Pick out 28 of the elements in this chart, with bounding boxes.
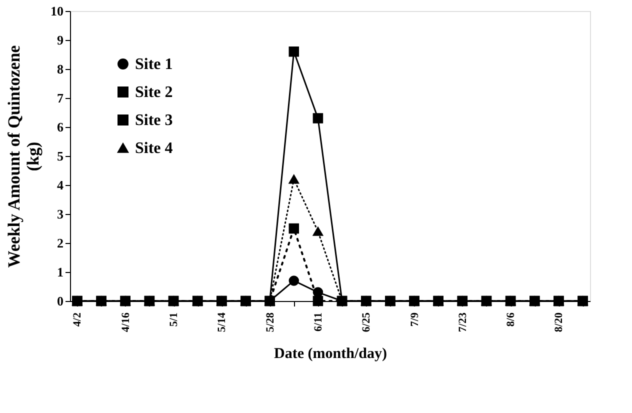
x-tick-label: 7/23 bbox=[456, 312, 469, 332]
x-tick-label: 5/28 bbox=[264, 312, 276, 332]
y-axis-title: Weekly Amount of Quintozene (kg) bbox=[4, 44, 42, 268]
x-tick-label: 6/25 bbox=[360, 312, 373, 332]
x-tick-label: 4/16 bbox=[120, 312, 132, 332]
y-tick-label: 1 bbox=[57, 264, 64, 280]
y-tick-label: 4 bbox=[57, 178, 64, 192]
x-tick-label: 6/11 bbox=[312, 312, 324, 332]
x-tick-label: 4/2 bbox=[72, 312, 84, 327]
y-tick-label: 6 bbox=[57, 120, 64, 134]
y-tick-label: 5 bbox=[57, 148, 64, 164]
legend-label: Site 3 bbox=[135, 112, 173, 129]
x-tick-label: 8/6 bbox=[505, 312, 518, 327]
legend-label: Site 2 bbox=[135, 84, 173, 101]
x-tick-label: 5/1 bbox=[168, 312, 180, 327]
x-tick-label: 5/14 bbox=[216, 312, 228, 332]
y-tick-label: 0 bbox=[57, 294, 64, 308]
y-tick-label: 9 bbox=[57, 32, 64, 48]
y-tick-label: 2 bbox=[57, 236, 64, 250]
legend-label: Site 1 bbox=[135, 56, 173, 73]
x-tick-label: 7/9 bbox=[408, 312, 421, 327]
x-tick-label: 8/20 bbox=[553, 312, 566, 332]
y-tick-label: 8 bbox=[57, 62, 64, 76]
y-tick-label: 7 bbox=[57, 90, 64, 106]
x-axis-title: Date (month/day) bbox=[274, 346, 387, 362]
y-tick-label: 10 bbox=[50, 4, 64, 18]
legend-label: Site 4 bbox=[135, 140, 173, 157]
y-tick-label: 3 bbox=[57, 206, 64, 222]
